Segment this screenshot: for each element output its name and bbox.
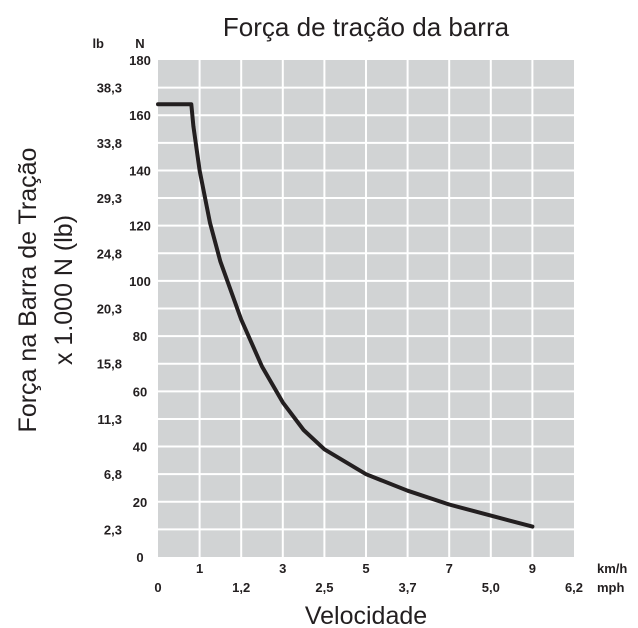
y-tick-label-n: 0 (136, 550, 143, 565)
y-tick-label-n: 180 (129, 53, 151, 68)
x-tick-label-mph: 0 (154, 580, 161, 595)
x-axis-title: Velocidade (305, 602, 427, 628)
y-axis-title-line-1: Força na Barra de Tração (14, 148, 42, 433)
y-tick-label-lb: 33,8 (97, 136, 122, 151)
y-tick-label-lb: 38,3 (97, 81, 122, 96)
x-axis-kmh-ticks: 1 3 5 7 9 (196, 561, 536, 576)
x-tick-label-mph: 5,0 (482, 580, 500, 595)
x-unit-kmh: km/h (597, 561, 627, 576)
x-tick-label-kmh: 3 (279, 561, 286, 576)
y-tick-label-n: 40 (133, 440, 147, 455)
grid-lines (158, 60, 574, 557)
y-axis-lb-ticks: 2,3 6,8 11,3 15,8 20,3 24,8 29,3 33,8 38,3 (97, 81, 122, 538)
y-unit-lb: lb (92, 36, 104, 51)
y-unit-n: N (135, 36, 144, 51)
x-tick-label-mph: 2,5 (315, 580, 333, 595)
y-tick-label-n: 80 (133, 329, 147, 344)
x-tick-label-kmh: 9 (529, 561, 536, 576)
x-axis-mph-ticks: 0 1,2 2,5 3,7 5,0 6,2 (154, 580, 583, 595)
chart-title: Força de tração da barra (223, 12, 510, 42)
y-tick-label-lb: 11,3 (97, 412, 122, 427)
x-tick-label-kmh: 1 (196, 561, 203, 576)
x-tick-label-kmh: 7 (446, 561, 453, 576)
x-tick-label-mph: 6,2 (565, 580, 583, 595)
y-tick-label-lb: 6,8 (104, 467, 122, 482)
x-tick-label-mph: 1,2 (232, 580, 250, 595)
x-unit-mph: mph (597, 580, 625, 595)
y-tick-label-lb: 24,8 (97, 246, 122, 261)
y-tick-label-n: 120 (129, 219, 151, 234)
y-tick-label-n: 60 (133, 384, 147, 399)
y-tick-label-lb: 15,8 (97, 357, 122, 372)
y-tick-label-lb: 2,3 (104, 522, 122, 537)
y-tick-label-n: 100 (129, 274, 151, 289)
traction-force-line (156, 102, 535, 529)
y-tick-label-n: 20 (133, 495, 147, 510)
x-tick-label-kmh: 5 (362, 561, 369, 576)
y-tick-label-lb: 29,3 (97, 191, 122, 206)
y-axis-title-line-2: x 1.000 N (lb) (50, 215, 78, 365)
x-tick-label-mph: 3,7 (399, 580, 417, 595)
y-tick-label-lb: 20,3 (97, 302, 122, 317)
y-axis-n-ticks: 0 20 40 60 80 100 120 140 160 180 (129, 53, 151, 565)
y-tick-label-n: 160 (129, 108, 151, 123)
y-tick-label-n: 140 (129, 163, 151, 178)
